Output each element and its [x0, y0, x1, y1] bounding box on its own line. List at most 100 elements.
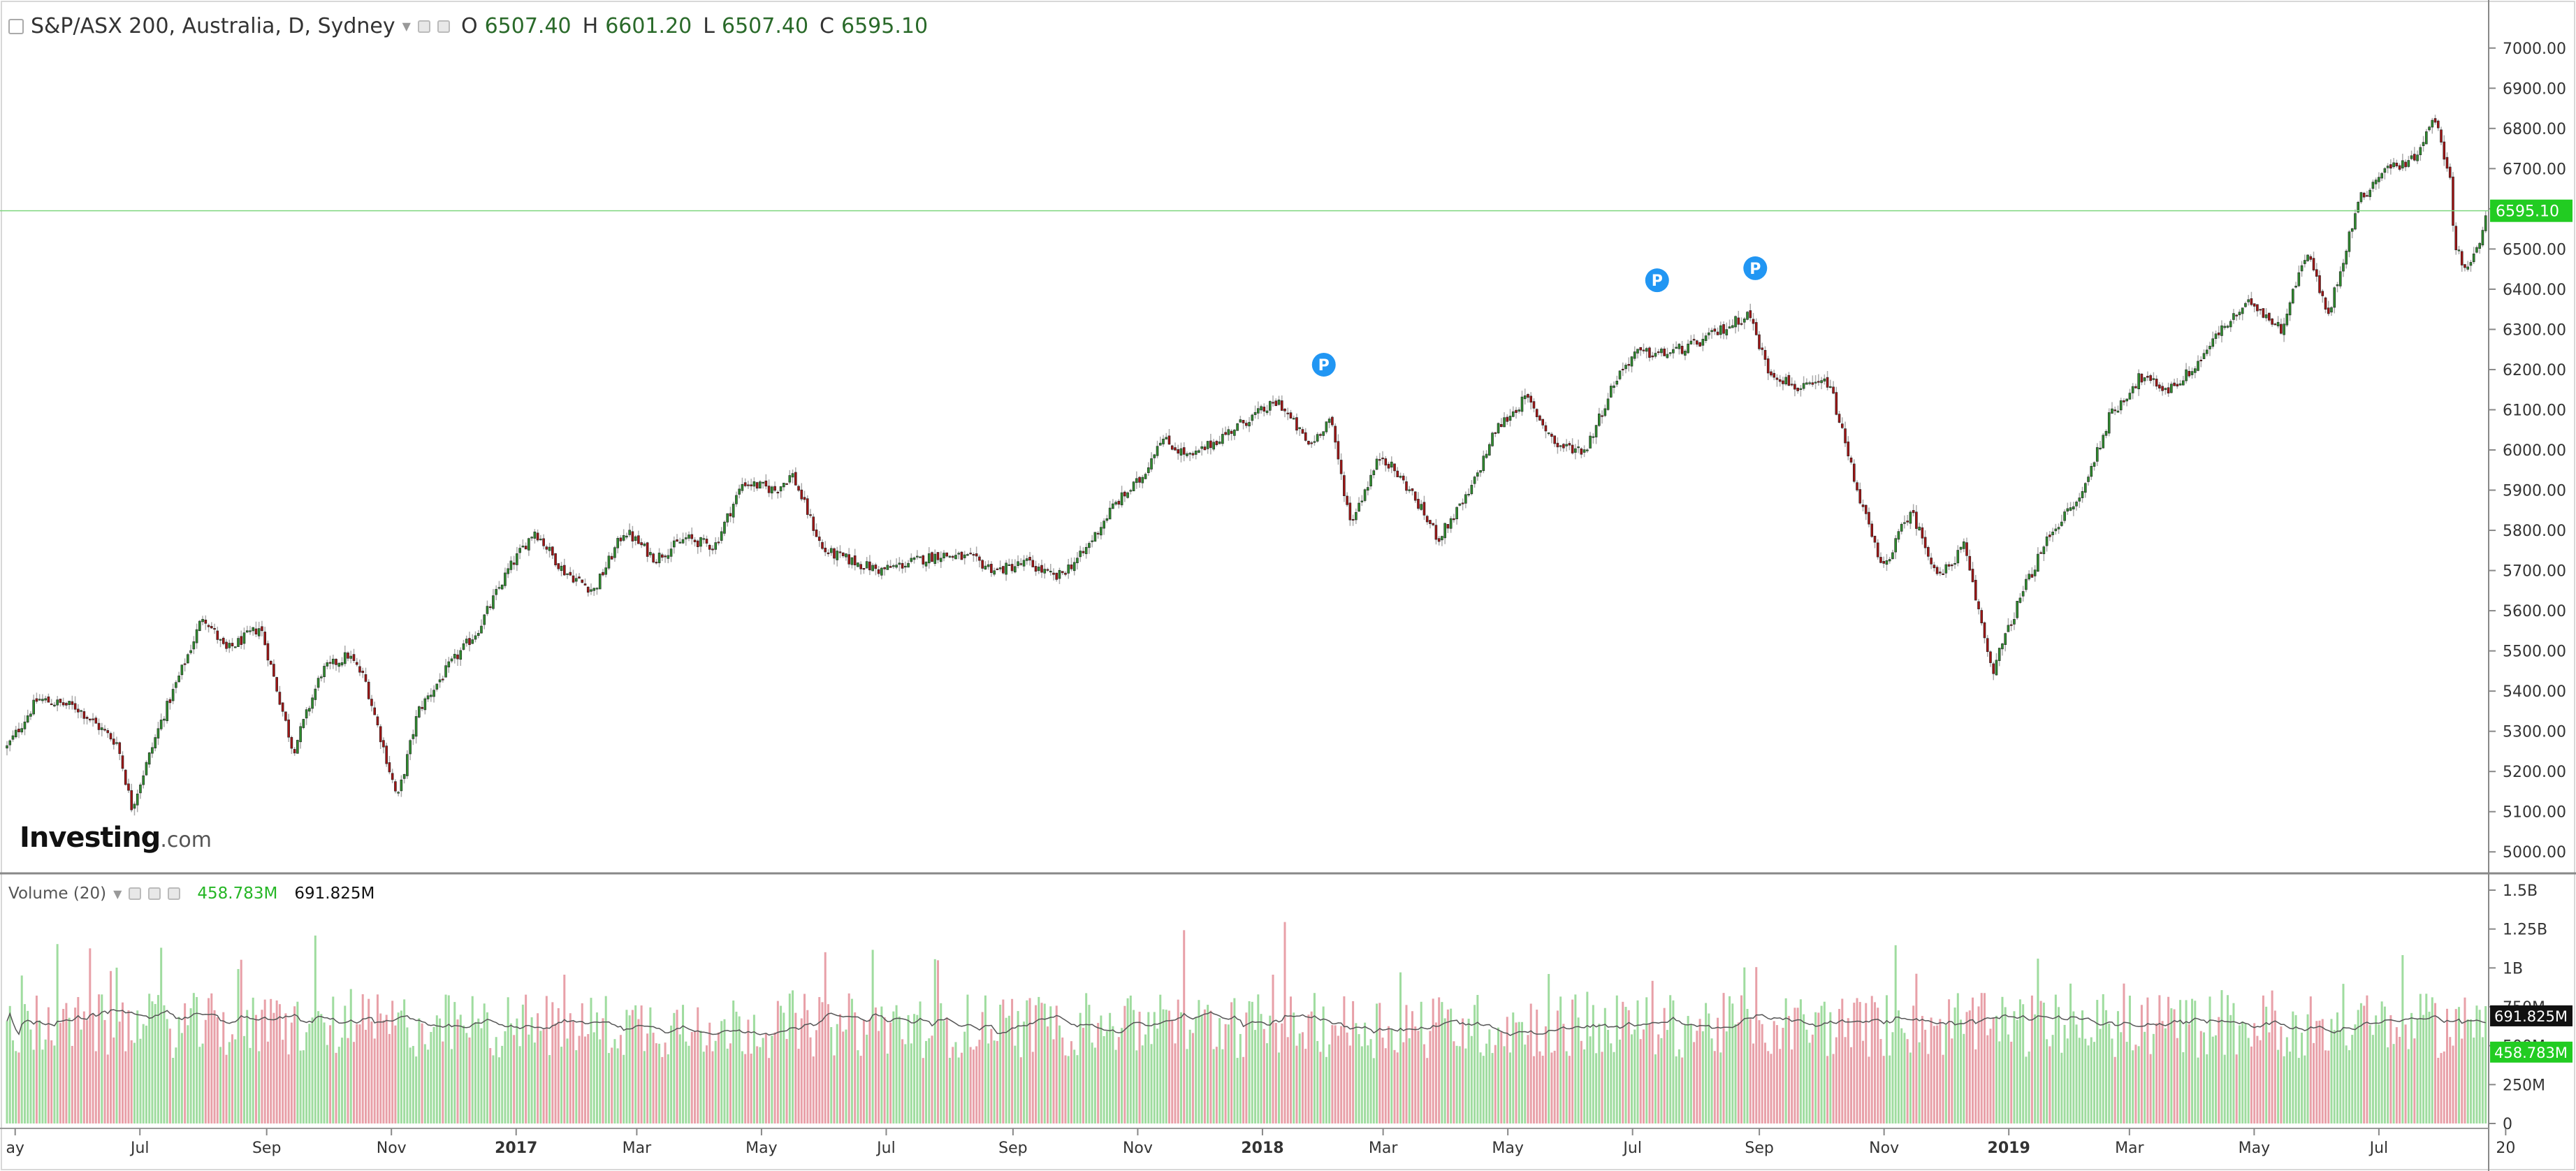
volume-bar	[1195, 1017, 1198, 1123]
volume-bar	[98, 994, 101, 1123]
volume-bar	[17, 1052, 20, 1123]
candle	[2193, 368, 2197, 373]
volume-bar	[1188, 1029, 1191, 1123]
candle	[1132, 481, 1135, 492]
volume-bar	[187, 1025, 189, 1123]
candle	[998, 567, 1002, 569]
candle	[1334, 426, 1337, 443]
candle	[1627, 364, 1631, 366]
volume-bar	[1289, 996, 1292, 1123]
symbol-title[interactable]: S&P/ASX 200, Australia, D, Sydney	[31, 14, 395, 38]
candle	[1761, 347, 1764, 350]
visibility-icon[interactable]	[129, 887, 142, 900]
candle	[551, 546, 554, 555]
price-axis[interactable]: 5000.005100.005200.005300.005400.005500.…	[2488, 0, 2566, 1171]
candle	[2140, 373, 2144, 383]
candle	[305, 709, 308, 719]
volume-bar	[240, 959, 242, 1123]
time-axis[interactable]: ay Jul Sep Nov 2017 Mar May Jul Sep Nov 2018 Mar May…	[0, 1128, 2515, 1157]
volume-bar	[652, 1033, 655, 1123]
candle	[598, 574, 602, 590]
volume-bar	[963, 1031, 966, 1123]
volume-bar	[2030, 995, 2033, 1123]
candle	[504, 572, 507, 586]
settings-icon[interactable]	[417, 20, 430, 33]
candle	[649, 552, 652, 555]
price-pane[interactable]	[0, 115, 2576, 875]
volume-bar	[2051, 1035, 2054, 1123]
volume-bar	[385, 1014, 388, 1123]
candle	[1511, 411, 1515, 417]
volume-bar	[1165, 1010, 1167, 1123]
gear-icon[interactable]	[437, 20, 450, 33]
candle	[2116, 410, 2120, 413]
volume-bar	[1889, 1055, 1891, 1123]
volume-bar	[418, 1018, 421, 1123]
candle	[516, 553, 518, 565]
price-tick-label: 5600.00	[2503, 603, 2566, 620]
candle	[2241, 307, 2244, 314]
event-marker-icon[interactable]	[1645, 268, 1669, 293]
candle	[1888, 559, 1891, 562]
volume-bar	[1870, 996, 1873, 1123]
close-icon[interactable]	[168, 887, 181, 900]
candle	[1443, 523, 1446, 539]
candle	[1358, 502, 1360, 512]
volume-bar	[694, 1031, 697, 1123]
candle	[2401, 160, 2404, 168]
candle	[1170, 445, 1174, 450]
volume-bar	[468, 1037, 471, 1123]
volume-bar	[2054, 994, 2057, 1123]
chevron-down-icon[interactable]: ▼	[402, 20, 411, 33]
volume-bar	[1141, 1045, 1144, 1123]
gear-icon[interactable]	[148, 887, 161, 900]
candle	[803, 497, 806, 500]
collapse-toggle-icon[interactable]	[8, 18, 24, 34]
volume-bar	[711, 1051, 714, 1123]
volume-bar	[1384, 1048, 1387, 1123]
price-tick-label: 6300.00	[2503, 321, 2566, 339]
volume-bar	[1515, 1022, 1518, 1123]
volume-bar	[815, 1030, 818, 1123]
event-marker[interactable]: P	[1311, 352, 1336, 377]
volume-bar	[210, 993, 213, 1123]
volume-pane[interactable]	[6, 922, 2487, 1123]
candle	[2119, 400, 2123, 411]
candle	[414, 716, 418, 737]
candle	[2190, 371, 2194, 375]
candle	[400, 779, 403, 792]
volume-bar	[732, 1001, 735, 1123]
candle	[619, 537, 623, 541]
event-marker-icon[interactable]	[1743, 256, 1768, 280]
volume-bar	[2277, 1049, 2280, 1123]
volume-legend: Volume (20) ▼ 458.783M 691.825M	[8, 885, 374, 903]
candle	[438, 679, 442, 683]
candle	[192, 641, 196, 650]
chevron-down-icon[interactable]: ▼	[113, 887, 122, 901]
candle	[652, 553, 655, 562]
candle	[435, 683, 439, 690]
price-tick-label: 6900.00	[2503, 80, 2566, 98]
candle	[981, 560, 984, 569]
candle	[252, 627, 255, 632]
volume-bar	[922, 1058, 924, 1123]
volume-bar	[1014, 1045, 1017, 1123]
volume-bar	[430, 1032, 432, 1123]
time-tick-label: Sep	[998, 1140, 1027, 1157]
event-marker-icon[interactable]	[1311, 352, 1336, 377]
candle	[1126, 492, 1129, 498]
candle	[335, 659, 337, 665]
volume-bar	[803, 994, 806, 1123]
volume-indicator-title[interactable]: Volume (20)	[8, 885, 107, 903]
event-marker[interactable]: P	[1645, 268, 1669, 293]
volume-bar	[569, 1013, 572, 1123]
candle	[578, 576, 581, 579]
volume-bar	[222, 1012, 225, 1123]
volume-bar	[77, 997, 80, 1123]
volume-bar	[148, 994, 151, 1123]
volume-bar	[1023, 1021, 1026, 1123]
candle	[1538, 415, 1541, 421]
volume-bar	[2327, 1050, 2330, 1123]
event-marker[interactable]: P	[1743, 256, 1768, 280]
